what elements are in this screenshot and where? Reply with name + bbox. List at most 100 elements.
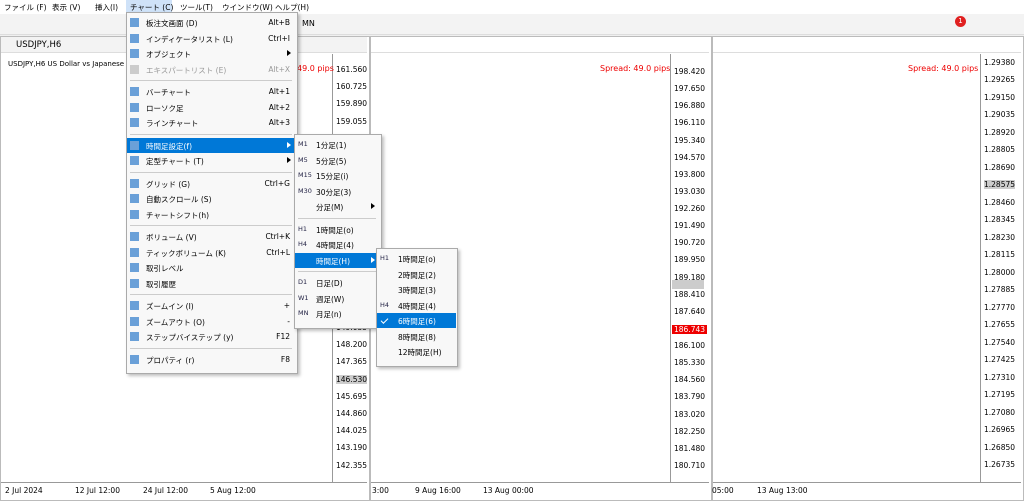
menu-item[interactable]: ツール(T) [180, 3, 213, 12]
price-marker-bg [672, 280, 704, 289]
menu-icon [130, 263, 139, 272]
price-label: 182.250 [674, 426, 706, 436]
price-label: 1.28115 [984, 250, 1016, 260]
menu-item[interactable]: ヘルプ(H) [275, 3, 309, 12]
submenu-arrow [371, 203, 375, 209]
price-label: 142.355 [336, 460, 368, 470]
price-label: 1.26850 [984, 442, 1016, 452]
window-button[interactable] [1006, 38, 1020, 51]
time-label: 12 Jul 12:00 [75, 486, 120, 495]
menu-code: H4 [380, 300, 390, 309]
price-label: 161.560 [336, 65, 368, 74]
window-button[interactable] [650, 38, 664, 51]
price-label: 1.28920 [984, 127, 1016, 137]
menu-label: ズームアウト (O) [146, 317, 205, 327]
time-label: 13 Aug 13:00 [757, 486, 808, 495]
menu-item[interactable]: 挿入(I) [95, 3, 119, 12]
window-button[interactable] [984, 38, 998, 51]
price-label: 1.28230 [984, 232, 1016, 242]
time-label: 2 Jul 2024 [5, 486, 43, 495]
menu-label: オブジェクト [146, 50, 191, 59]
dropdown-menu [126, 12, 298, 374]
menu-label: 取引レベル [146, 264, 184, 273]
submenu-arrow [371, 256, 375, 263]
menu-shortcut: - [287, 316, 290, 326]
time-axis [371, 482, 709, 483]
price-label: 195.340 [674, 135, 706, 145]
price-label: 160.725 [336, 82, 368, 92]
price-label: 146.530 [336, 374, 368, 384]
menu-row[interactable] [295, 252, 380, 268]
price-label: 1.27080 [984, 407, 1016, 417]
menu-label: 時間足(H) [316, 256, 350, 266]
window-button[interactable] [962, 38, 976, 51]
menu-label: プロパティ (r) [146, 355, 195, 365]
price-label: 1.27540 [984, 337, 1016, 347]
price-axis [980, 54, 981, 482]
menu-icon [130, 64, 139, 74]
price-label: 185.330 [674, 358, 706, 368]
toolbar-button[interactable]: MN [302, 19, 315, 28]
menu-label: ローソク足 [146, 103, 184, 113]
time-label: 05:00 [712, 486, 734, 495]
menu-label: 3時間足(3) [398, 286, 436, 295]
price-label: 1.26965 [984, 425, 1016, 435]
price-label: 143.190 [336, 443, 368, 453]
menu-shortcut: Alt+B [268, 18, 290, 27]
menu-label: 板注文画面 (D) [146, 19, 198, 28]
time-label: 24 Jul 12:00 [143, 486, 188, 495]
window-button[interactable] [352, 38, 366, 51]
menu-separator [130, 347, 292, 349]
window-button[interactable] [672, 38, 686, 51]
menu-label: 週足(W) [316, 294, 345, 304]
menu-item[interactable]: 表示 (V) [52, 3, 81, 12]
time-label: 5 Aug 12:00 [210, 486, 256, 495]
menu-shortcut: Alt+1 [268, 87, 290, 96]
menu-separator [298, 217, 376, 219]
price-label: 1.26735 [984, 460, 1016, 470]
price-label: 1.27885 [984, 285, 1016, 295]
window-button[interactable] [308, 38, 322, 51]
menu-row[interactable] [377, 313, 456, 328]
window-button[interactable] [330, 38, 344, 51]
menubar [0, 0, 1024, 14]
menu-icon [130, 140, 139, 150]
price-label: 183.790 [674, 392, 706, 402]
menu-row[interactable] [127, 137, 296, 153]
price-label: 1.27655 [984, 320, 1016, 330]
price-label: 1.27770 [984, 302, 1016, 312]
menu-shortcut: Ctrl+L [266, 247, 290, 257]
menu-item[interactable]: チャート (C) [130, 3, 174, 12]
price-label: 159.055 [336, 116, 368, 126]
price-label: 190.720 [674, 238, 706, 248]
submenu-arrow [287, 157, 291, 163]
window-title-bar [371, 37, 709, 53]
menu-label: 8時間足(8) [398, 332, 436, 342]
price-label: 144.860 [336, 409, 368, 418]
menu-code: H1 [298, 224, 308, 233]
price-label: 193.800 [674, 169, 706, 179]
menu-item[interactable]: ファイル (F) [4, 3, 47, 12]
price-label: 1.27195 [984, 390, 1016, 400]
price-label: 1.27310 [984, 372, 1016, 382]
window-button[interactable] [694, 38, 708, 51]
price-label: 187.640 [674, 306, 706, 316]
time-label: 13 Aug 00:00 [483, 486, 534, 495]
price-label: 189.950 [674, 255, 706, 265]
menu-label: 1時間足(o) [316, 225, 354, 235]
menu-icon [130, 247, 139, 257]
menu-label: グリッド (G) [146, 179, 191, 189]
menu-code: W1 [298, 293, 309, 302]
menu-label: 取引履歴 [146, 279, 176, 289]
menu-label: バーチャート [146, 88, 191, 97]
submenu-arrow [287, 50, 291, 56]
price-label: 145.695 [336, 391, 368, 401]
time-label: 3:00 [372, 486, 389, 495]
menu-item[interactable]: ウインドウ(W) [222, 3, 273, 12]
menu-shortcut: Ctrl+I [268, 33, 290, 43]
menu-label: 12時間足(H) [398, 348, 442, 357]
price-label: 191.490 [674, 221, 706, 231]
menu-label: 時間足設定(f) [146, 141, 192, 151]
price-label: 1.29265 [984, 75, 1016, 85]
menu-code: D1 [298, 278, 308, 286]
